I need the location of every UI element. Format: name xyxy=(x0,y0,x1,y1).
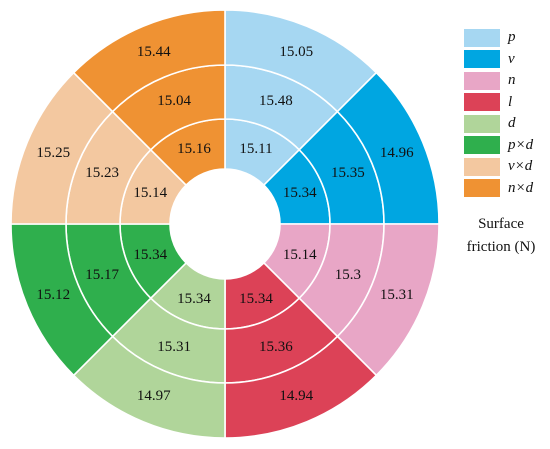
data-label: 15.04 xyxy=(157,93,191,109)
legend-item: p×d xyxy=(464,135,550,157)
sunburst-chart: 15.11 15.34 15.14 15.34 15.34 15.34 15.14 15.16… xyxy=(10,9,440,439)
legend-swatch xyxy=(464,136,500,155)
legend-item: l xyxy=(464,92,550,114)
data-label: 15.35 xyxy=(331,165,365,181)
data-label: 15.05 xyxy=(279,44,313,60)
sector-outer-8 xyxy=(72,9,226,113)
data-label: 15.3 xyxy=(335,267,361,283)
legend-item: v×d xyxy=(464,156,550,178)
data-label: 15.48 xyxy=(259,93,293,109)
legend-item: p xyxy=(464,27,550,49)
data-label: 15.23 xyxy=(85,165,119,181)
legend-swatch xyxy=(464,179,500,198)
data-label: 15.36 xyxy=(259,339,293,355)
data-label: 15.14 xyxy=(283,247,317,263)
legend-label: v xyxy=(508,50,515,67)
data-label: 15.14 xyxy=(133,185,167,201)
legend-swatch xyxy=(464,93,500,112)
legend-item: n×d xyxy=(464,178,550,200)
legend-label: p xyxy=(508,29,516,46)
legend-swatch xyxy=(464,71,500,90)
data-label: 14.97 xyxy=(137,388,171,404)
data-label: 15.34 xyxy=(283,185,317,201)
legend-label: v×d xyxy=(508,158,533,175)
legend-item: v xyxy=(464,49,550,71)
legend-swatch xyxy=(464,157,500,176)
legend-swatch xyxy=(464,114,500,133)
legend-item: d xyxy=(464,113,550,135)
legend-swatch xyxy=(464,28,500,47)
data-label: 15.12 xyxy=(36,287,70,303)
data-label: 15.17 xyxy=(85,267,119,283)
caption-line: Surface xyxy=(478,216,524,232)
data-label: 14.96 xyxy=(380,145,414,161)
data-label: 15.31 xyxy=(157,339,191,355)
data-label: 14.94 xyxy=(279,388,313,404)
data-label: 15.34 xyxy=(177,291,211,307)
chart-caption: Surface friction (N) xyxy=(452,213,550,259)
legend-label: l xyxy=(508,93,513,110)
data-label: 15.31 xyxy=(380,287,414,303)
legend-item: n xyxy=(464,70,550,92)
data-label: 15.16 xyxy=(177,141,211,157)
legend-label: n xyxy=(508,72,516,89)
data-label: 15.34 xyxy=(239,291,273,307)
legend-label: n×d xyxy=(508,179,534,196)
legend-label: p×d xyxy=(508,136,534,153)
caption-line: friction (N) xyxy=(466,239,536,255)
data-label: 15.25 xyxy=(36,145,70,161)
data-label: 15.44 xyxy=(137,44,171,60)
legend-label: d xyxy=(508,115,516,132)
data-label: 15.34 xyxy=(133,247,167,263)
legend: p v n l d p×d v×d n×d xyxy=(464,27,550,199)
legend-swatch xyxy=(464,50,500,69)
data-label: 15.11 xyxy=(239,141,272,157)
